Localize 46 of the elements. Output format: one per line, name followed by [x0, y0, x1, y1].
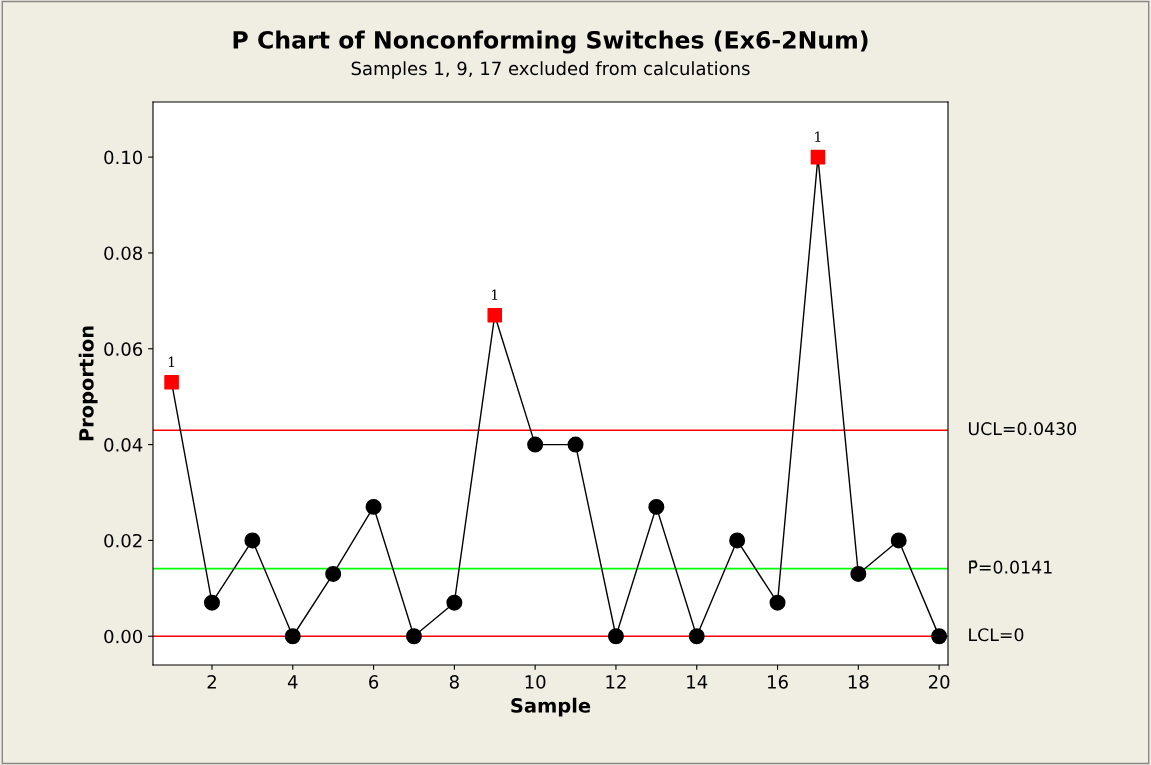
annotation: 1 — [815, 131, 821, 142]
point — [850, 565, 867, 582]
point — [365, 498, 382, 515]
y-tick-label: 0.02 — [104, 533, 142, 548]
y-tick-label: 0.10 — [104, 150, 143, 165]
point — [284, 628, 301, 645]
point — [648, 498, 665, 515]
chart-title: P Chart of Nonconforming Switches (Ex6-2Num) — [233, 30, 868, 54]
x-tick-label: 2 — [207, 675, 216, 689]
point — [890, 532, 907, 549]
x-tick-label: 12 — [606, 675, 626, 689]
x-tick-label: 6 — [369, 675, 379, 689]
point — [729, 532, 746, 549]
point — [244, 532, 261, 549]
point — [446, 594, 463, 611]
point — [688, 628, 705, 645]
x-axis-title: Sample — [511, 697, 591, 717]
point — [931, 628, 948, 645]
annotation: 1 — [492, 289, 498, 300]
annotation: 1 — [168, 356, 175, 367]
point — [204, 594, 220, 611]
x-tick-label: 18 — [848, 675, 869, 689]
point — [405, 628, 422, 645]
x-tick-label: 10 — [525, 675, 546, 689]
point — [487, 307, 503, 323]
point — [769, 594, 786, 611]
ref-line-label: UCL=0.0430 — [968, 422, 1077, 436]
point — [164, 375, 179, 390]
x-tick-label: 4 — [287, 675, 298, 689]
y-tick-label: 0.08 — [104, 246, 143, 261]
chart-subtitle: Samples 1, 9, 17 excluded from calculations — [351, 61, 750, 79]
point — [607, 628, 624, 645]
ref-line-label: P̄=0.0141 — [969, 560, 1052, 574]
x-tick-label: 14 — [687, 675, 708, 689]
y-axis-title: Proportion — [78, 326, 98, 441]
ref-line-label: LCL=0 — [969, 628, 1024, 642]
x-tick-label: 20 — [928, 675, 950, 689]
x-tick-label: 16 — [768, 675, 788, 689]
y-tick-label: 0.00 — [104, 629, 143, 644]
point — [810, 149, 826, 165]
point — [567, 436, 584, 453]
x-tick-label: 8 — [449, 675, 459, 689]
y-tick-label: 0.06 — [104, 342, 143, 356]
point — [527, 436, 544, 453]
point — [325, 565, 342, 582]
y-tick-label: 0.04 — [104, 438, 143, 452]
